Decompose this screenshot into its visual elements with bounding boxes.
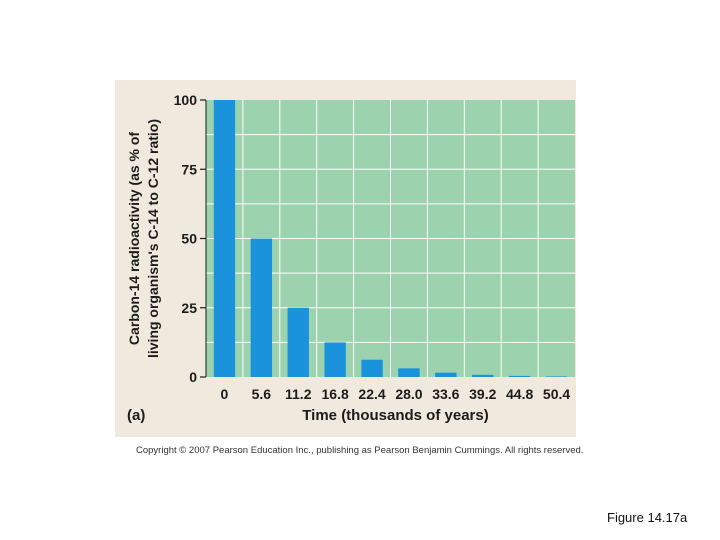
bar	[287, 307, 309, 377]
bar	[398, 368, 420, 377]
x-tick-label: 22.4	[358, 386, 385, 402]
copyright-notice: Copyright © 2007 Pearson Education Inc.,…	[136, 445, 584, 456]
figure-panel: 0 25 50 75 100 0 5.6 11.2 16.8 22.4 28.0 33.6 39.2 44…	[115, 80, 576, 437]
y-tick-label: 50	[181, 231, 197, 247]
bar	[213, 100, 236, 377]
bar	[545, 376, 568, 377]
bar	[361, 359, 383, 377]
x-tick-label: 16.8	[322, 386, 349, 402]
x-tick-label: 44.8	[506, 386, 533, 402]
x-tick-label: 39.2	[469, 386, 496, 402]
bar	[250, 238, 273, 377]
y-tick-label: 0	[189, 369, 197, 385]
bar-chart: 0 25 50 75 100 0 5.6 11.2 16.8 22.4 28.0 33.6 39.2 44…	[126, 92, 575, 424]
x-axis-label: Time (thousands of years)	[302, 407, 488, 424]
x-tick-label: 0	[221, 386, 229, 402]
y-axis-label-line: living organism's C-14 to C-12 ratio)	[145, 119, 161, 358]
y-tick-label: 75	[181, 161, 197, 177]
x-tick-label: 5.6	[252, 386, 272, 402]
y-tick-label: 100	[174, 92, 198, 108]
bar	[324, 342, 346, 377]
bar	[435, 372, 457, 377]
x-tick-label: 50.4	[543, 386, 570, 402]
y-axis-label-line: Carbon-14 radioactivity (as % of	[126, 132, 142, 346]
y-tick-label: 25	[181, 300, 197, 316]
x-tick-label: 33.6	[432, 386, 459, 402]
figure-caption: Figure 14.17a	[607, 510, 688, 525]
bar	[472, 374, 494, 377]
bar	[508, 375, 531, 377]
x-tick-label: 28.0	[395, 386, 422, 402]
x-tick-label: 11.2	[285, 386, 312, 402]
panel-label: (a)	[127, 407, 145, 424]
